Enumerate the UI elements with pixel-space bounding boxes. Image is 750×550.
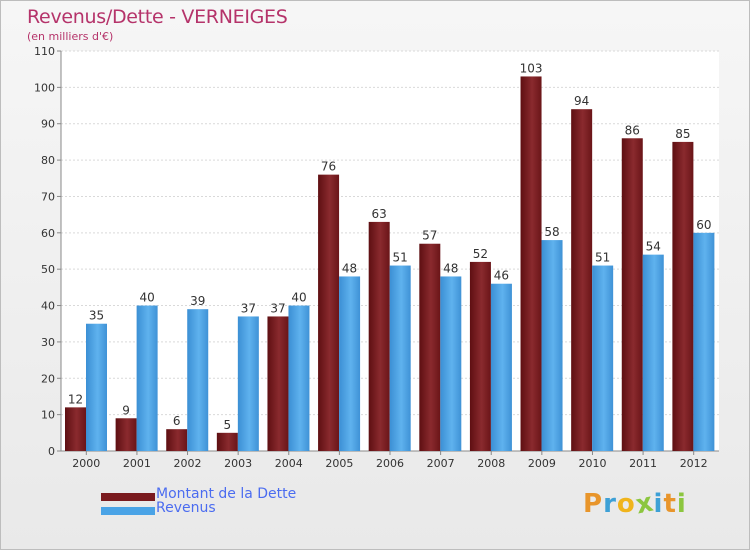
y-tick-label: 80 bbox=[41, 154, 55, 167]
x-tick-label: 2001 bbox=[123, 457, 151, 470]
data-label-dette: 12 bbox=[68, 392, 83, 406]
x-tick-label: 2008 bbox=[477, 457, 505, 470]
data-label-dette: 63 bbox=[372, 207, 387, 221]
bar-dette bbox=[419, 243, 441, 451]
data-label-dette: 86 bbox=[625, 123, 640, 137]
data-label-revenus: 40 bbox=[291, 291, 306, 305]
data-label-dette: 85 bbox=[675, 127, 690, 141]
legend-label-revenus: Revenus bbox=[156, 500, 216, 516]
bar-revenus bbox=[288, 305, 310, 451]
bar-revenus bbox=[237, 316, 259, 451]
y-tick-label: 110 bbox=[34, 45, 55, 58]
bar-dette bbox=[166, 429, 188, 451]
bar-dette bbox=[216, 432, 238, 451]
legend-swatch-dette bbox=[101, 493, 155, 501]
bar-revenus bbox=[490, 283, 512, 451]
bar-revenus bbox=[642, 254, 664, 451]
bar-revenus bbox=[187, 309, 209, 451]
bar-revenus bbox=[389, 265, 411, 451]
chart-title: Revenus/Dette - VERNEIGES bbox=[27, 6, 288, 28]
x-tick-label: 2005 bbox=[325, 457, 353, 470]
data-label-revenus: 39 bbox=[190, 294, 205, 308]
data-label-revenus: 51 bbox=[393, 251, 408, 265]
bar-revenus bbox=[86, 323, 107, 451]
bar-dette bbox=[267, 316, 289, 451]
legend-label-dette: Montant de la Dette bbox=[156, 486, 297, 502]
y-tick-label: 90 bbox=[41, 118, 55, 131]
data-label-revenus: 48 bbox=[342, 261, 357, 275]
x-tick-label: 2012 bbox=[680, 457, 708, 470]
bar-revenus bbox=[693, 232, 715, 451]
y-tick-label: 50 bbox=[41, 263, 55, 276]
y-tick-label: 70 bbox=[41, 190, 55, 203]
bar-dette bbox=[621, 138, 643, 452]
bar-revenus bbox=[541, 240, 563, 451]
proxiti-logo: Proxiti bbox=[583, 487, 687, 521]
bar-dette bbox=[368, 221, 390, 451]
y-tick-label: 0 bbox=[48, 445, 55, 458]
data-label-revenus: 46 bbox=[494, 269, 509, 283]
x-tick-label: 2006 bbox=[376, 457, 404, 470]
y-tick-label: 100 bbox=[34, 81, 55, 94]
chart-subtitle: (en milliers d'€) bbox=[27, 30, 114, 43]
bar-revenus bbox=[339, 276, 361, 451]
legend-swatch-revenus bbox=[101, 507, 155, 515]
data-label-revenus: 60 bbox=[696, 218, 711, 232]
data-label-dette: 6 bbox=[173, 414, 181, 428]
data-label-dette: 5 bbox=[224, 418, 232, 432]
data-label-revenus: 40 bbox=[139, 291, 154, 305]
bar-revenus bbox=[136, 305, 158, 451]
data-label-dette: 94 bbox=[574, 94, 589, 108]
bar-dette bbox=[469, 261, 491, 451]
data-label-dette: 76 bbox=[321, 160, 336, 174]
data-label-dette: 103 bbox=[520, 61, 543, 75]
x-tick-label: 2002 bbox=[174, 457, 202, 470]
y-tick-label: 60 bbox=[41, 227, 55, 240]
bar-revenus bbox=[592, 265, 614, 451]
y-tick-label: 20 bbox=[41, 372, 55, 385]
x-tick-label: 2007 bbox=[427, 457, 455, 470]
x-tick-label: 2003 bbox=[224, 457, 252, 470]
data-label-dette: 37 bbox=[270, 301, 285, 315]
bar-dette bbox=[318, 174, 340, 452]
y-tick-label: 40 bbox=[41, 300, 55, 313]
bar-revenus bbox=[440, 276, 462, 451]
data-label-revenus: 58 bbox=[544, 225, 559, 239]
data-label-dette: 9 bbox=[122, 403, 130, 417]
x-tick-label: 2010 bbox=[578, 457, 606, 470]
data-label-revenus: 54 bbox=[646, 240, 661, 254]
data-label-revenus: 51 bbox=[595, 251, 610, 265]
x-tick-label: 2011 bbox=[629, 457, 657, 470]
x-tick-label: 2009 bbox=[528, 457, 556, 470]
bar-dette bbox=[520, 76, 542, 452]
bar-dette bbox=[115, 418, 137, 451]
data-label-revenus: 37 bbox=[241, 301, 256, 315]
data-label-revenus: 35 bbox=[89, 309, 104, 323]
bar-dette bbox=[65, 407, 86, 451]
data-label-dette: 52 bbox=[473, 247, 488, 261]
data-label-revenus: 48 bbox=[443, 261, 458, 275]
x-tick-label: 2000 bbox=[72, 457, 100, 470]
y-tick-label: 30 bbox=[41, 336, 55, 349]
bar-dette bbox=[571, 109, 593, 451]
data-label-dette: 57 bbox=[422, 229, 437, 243]
x-tick-label: 2004 bbox=[275, 457, 303, 470]
y-tick-label: 10 bbox=[41, 409, 55, 422]
bar-dette bbox=[672, 141, 694, 451]
